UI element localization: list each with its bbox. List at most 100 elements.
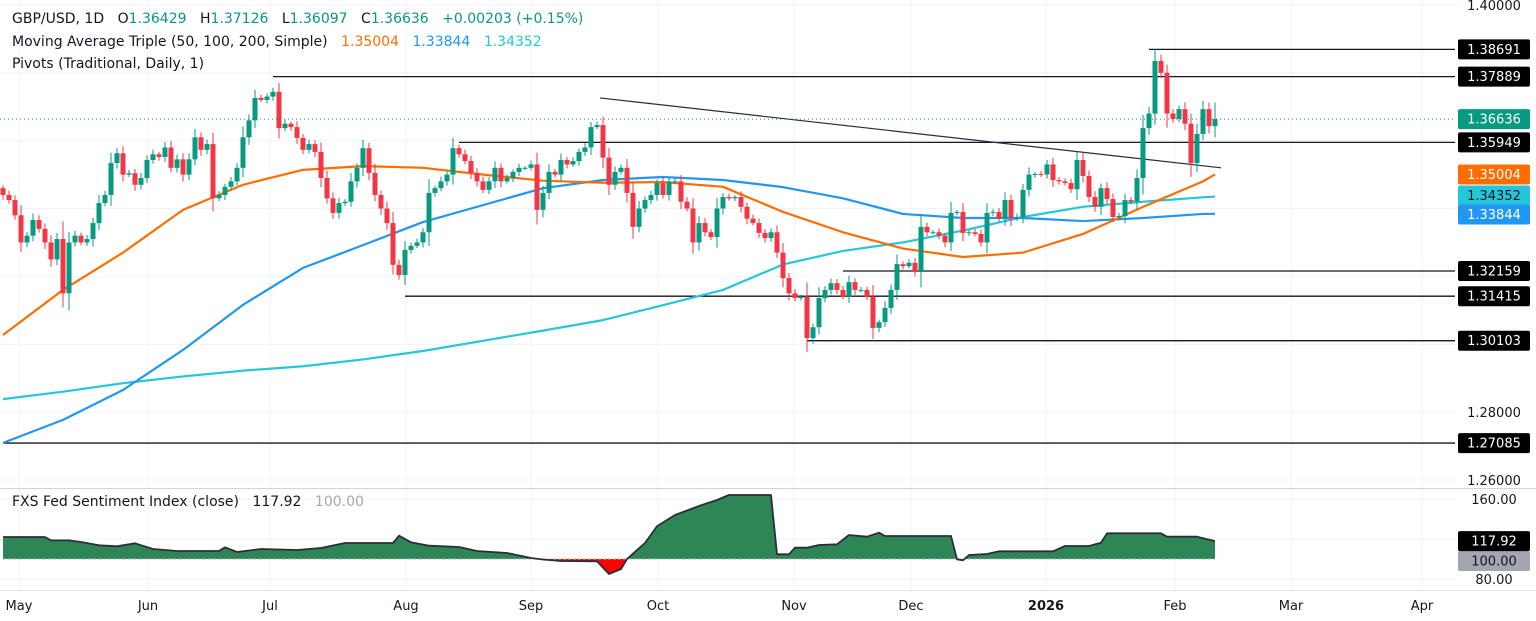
ma200-price-badge[interactable]: 1.34352 — [1458, 185, 1530, 206]
candle — [888, 284, 894, 314]
time-axis[interactable]: May Jun Jul Aug Sep Oct Nov Dec 2026 Feb Mar Apr — [6, 599, 1434, 614]
candle — [42, 223, 48, 249]
candle — [918, 214, 924, 288]
candle-body — [1008, 200, 1014, 219]
price-pane[interactable] — [0, 48, 1455, 444]
time-axis-label: Sep — [519, 599, 544, 614]
candle — [750, 214, 756, 226]
sentiment-axis[interactable]: 160.00 80.00 100.00 117.92 — [1458, 493, 1530, 588]
candle-body — [1026, 174, 1032, 190]
candle — [852, 278, 858, 296]
candle — [816, 287, 822, 335]
candle-body — [360, 148, 366, 168]
candle — [1008, 194, 1014, 226]
symbol-title: GBP/USD, 1D — [12, 11, 105, 27]
candle — [552, 168, 558, 178]
candle — [300, 134, 306, 155]
pivot-price-badge[interactable]: 1.32159 — [1458, 260, 1530, 281]
candle-body — [1092, 196, 1098, 207]
sentiment-value-badge[interactable]: 117.92 — [1458, 531, 1530, 552]
sentiment-value-badge-text: 117.92 — [1471, 535, 1517, 550]
candle — [732, 195, 738, 202]
candle-body — [774, 232, 780, 253]
candle-body — [468, 161, 474, 173]
candle — [414, 238, 420, 249]
candle — [12, 195, 18, 220]
sentiment-area-below — [3, 559, 1215, 574]
candle — [1128, 196, 1134, 205]
pivots-legend[interactable]: Pivots (Traditional, Daily, 1) — [12, 55, 204, 73]
trendline[interactable] — [599, 97, 1222, 169]
pivot-price-badge[interactable]: 1.35949 — [1458, 132, 1530, 153]
sentiment-baseline-badge-text: 100.00 — [1471, 555, 1517, 570]
ma50-value: 1.35004 — [341, 34, 399, 50]
candle — [1164, 64, 1170, 128]
pivot-price-badge-text: 1.38691 — [1467, 43, 1521, 58]
candle — [486, 177, 492, 195]
current-price-badge[interactable]: 1.36636 — [1458, 109, 1530, 130]
candle — [258, 94, 264, 103]
candle — [102, 190, 108, 207]
candle-body — [504, 177, 510, 182]
trendline-segment[interactable] — [599, 97, 1222, 169]
ma-legend[interactable]: Moving Average Triple (50, 100, 200, Sim… — [12, 33, 542, 51]
candle-body — [936, 232, 942, 236]
sentiment-legend[interactable]: FXS Fed Sentiment Index (close) 117.92 1… — [12, 493, 364, 511]
price-axis[interactable]: 1.40000 1.28000 1.26000 1.38691 1.37889 1.359… — [1458, 0, 1530, 489]
pivot-price-badge[interactable]: 1.27085 — [1458, 433, 1530, 454]
candle — [288, 121, 294, 131]
candle-body — [594, 125, 600, 128]
pivot-price-badge[interactable]: 1.37889 — [1458, 66, 1530, 87]
candle-body — [270, 91, 276, 97]
candle — [696, 216, 702, 251]
candle-body — [498, 167, 504, 182]
candle-body — [702, 223, 708, 233]
sentiment-baseline-badge[interactable]: 100.00 — [1458, 551, 1530, 571]
candle-body — [636, 208, 642, 227]
candle-body — [282, 123, 288, 129]
candle — [408, 242, 414, 254]
candle-body — [120, 153, 126, 175]
sentiment-tick-label: 80.00 — [1475, 573, 1512, 588]
candle — [558, 153, 564, 182]
candle-body — [924, 226, 930, 233]
candle-body — [1074, 160, 1080, 190]
candle-body — [1044, 164, 1050, 175]
candle — [492, 161, 498, 189]
candle-body — [660, 183, 666, 195]
ma200-value: 1.34352 — [483, 34, 542, 50]
candle-body — [516, 167, 522, 172]
candle — [978, 229, 984, 247]
candle-body — [708, 232, 714, 238]
candle-body — [822, 289, 828, 299]
candle — [822, 286, 828, 303]
pivot-price-badge[interactable]: 1.38691 — [1458, 39, 1530, 60]
sentiment-pane[interactable] — [3, 494, 1216, 575]
candle-body — [612, 171, 618, 185]
ma100-price-badge[interactable]: 1.33844 — [1458, 204, 1530, 225]
candle-body — [846, 282, 852, 297]
candle — [228, 176, 234, 191]
pivot-price-badge[interactable]: 1.30103 — [1458, 330, 1530, 351]
candle — [360, 139, 366, 177]
candle-body — [852, 282, 858, 290]
time-axis-label: Jul — [261, 599, 278, 614]
candle — [924, 222, 930, 237]
candle — [762, 229, 768, 243]
candle-body — [138, 177, 144, 185]
candle-body — [162, 147, 168, 157]
candle-body — [402, 249, 408, 276]
candle-body — [690, 208, 696, 243]
candle — [108, 152, 114, 206]
candle-body — [1086, 175, 1092, 197]
candle — [240, 126, 246, 178]
pivot-price-badge[interactable]: 1.31415 — [1458, 286, 1530, 307]
pivot-price-badge-bg — [1458, 66, 1530, 87]
ma50-price-badge[interactable]: 1.35004 — [1458, 164, 1530, 185]
candle — [714, 197, 720, 248]
ma-legend-title: Moving Average Triple (50, 100, 200, Sim… — [12, 34, 328, 50]
pivot-lines — [3, 48, 1455, 444]
candle — [828, 278, 834, 295]
candle-body — [510, 171, 516, 178]
